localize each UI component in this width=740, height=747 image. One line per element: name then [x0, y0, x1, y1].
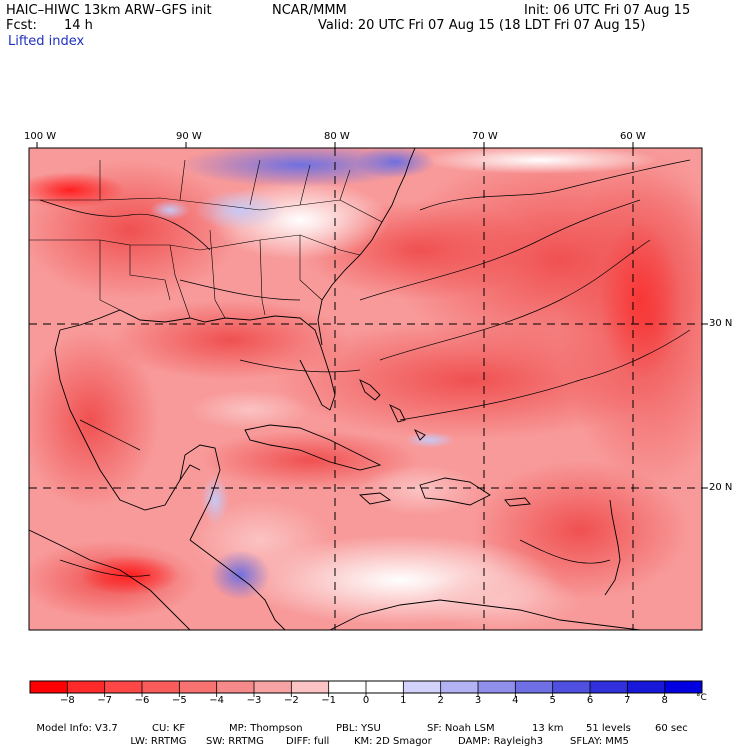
coastlines: [29, 148, 641, 630]
colorbar-label: 4: [512, 695, 519, 706]
map-frame: [28, 147, 703, 631]
lon-label-60w: 60 W: [620, 131, 646, 142]
resolution: 13 km: [532, 723, 564, 734]
colorbar-unit: °C: [696, 693, 707, 703]
pbl-scheme: PBL: YSU: [336, 723, 381, 734]
colorbar-swatch: [216, 681, 255, 693]
diff-scheme: DIFF: full: [286, 736, 330, 747]
colorbar-label: −7: [97, 695, 113, 706]
lon-label-90w: 90 W: [176, 131, 202, 142]
forecast-hour: 14 h: [64, 18, 93, 33]
colorbar-swatch: [291, 681, 329, 693]
colorbar-label: 2: [437, 695, 444, 706]
colorbar-label: −5: [171, 695, 187, 706]
frame-ticks: [36, 142, 708, 489]
colorbar-label: −6: [134, 695, 150, 706]
sf-scheme: SF: Noah LSM: [427, 723, 495, 734]
colorbar-label: 5: [549, 695, 556, 706]
levels: 51 levels: [586, 723, 631, 734]
colorbar-swatch: [590, 681, 628, 693]
colorbar-label: 0: [362, 695, 370, 706]
model-version: Model Info: V3.7: [36, 723, 118, 734]
mp-scheme: MP: Thompson: [229, 723, 303, 734]
colorbar-swatch: [627, 681, 665, 693]
colorbar-label: −8: [59, 695, 75, 706]
init-time: Init: 06 UTC Fri 07 Aug 15: [524, 3, 691, 18]
colorbar-swatch: [328, 681, 367, 693]
field-name: Lifted index: [8, 34, 85, 49]
state-borders: [29, 159, 383, 319]
colorbar-label: 8: [661, 695, 668, 706]
colorbar-label: −4: [209, 695, 225, 706]
colorbar-swatch: [478, 681, 516, 693]
lat-label-20n: 20 N: [709, 482, 733, 493]
colorbar-label: 7: [624, 695, 631, 706]
model-info-line-2: LW: RRTMG SW: RRTMG DIFF: full KM: 2D Smago…: [124, 725, 629, 747]
valid-time: Valid: 20 UTC Fri 07 Aug 15 (18 LDT Fri …: [318, 18, 646, 33]
shaded-field: [29, 148, 702, 630]
lw-scheme: LW: RRTMG: [130, 736, 187, 747]
damp-scheme: DAMP: Rayleigh3: [458, 736, 544, 747]
km-scheme: KM: 2D Smagor: [354, 736, 432, 747]
sw-scheme: SW: RRTMG: [206, 736, 264, 747]
model-title: HAIC–HIWC 13km ARW–GFS init: [6, 3, 212, 18]
colorbar-swatch: [142, 681, 180, 693]
lon-label-80w: 80 W: [324, 131, 350, 142]
colorbar-swatch: [515, 681, 553, 693]
lat-label-30n: 30 N: [709, 318, 733, 329]
colorbar-swatch: [179, 681, 217, 693]
colorbar-label: −1: [321, 695, 337, 706]
model-info-line-1: Model Info: V3.7 CU: KF MP: Thompson PBL: Y…: [30, 712, 687, 734]
lat-lon-grid: [29, 148, 702, 630]
contour-lines: [39, 159, 691, 577]
lon-label-70w: 70 W: [472, 131, 498, 142]
colorbar-swatch: [366, 681, 404, 693]
cu-scheme: CU: KF: [152, 723, 186, 734]
colorbar-swatch: [552, 681, 591, 693]
colorbar-label: 6: [586, 695, 594, 706]
colorbar-label: 3: [474, 695, 482, 706]
forecast-label: Fcst:: [6, 18, 37, 33]
timestep: 60 sec: [655, 723, 688, 734]
colorbar-label: −2: [283, 695, 299, 706]
colorbar-swatch: [254, 681, 292, 693]
org-label: NCAR/MMM: [272, 3, 347, 18]
colorbar-swatch: [67, 681, 105, 693]
colorbar-swatch: [664, 681, 703, 693]
colorbar-swatch: [104, 681, 143, 693]
colorbar-swatch: [403, 681, 441, 693]
sflay-scheme: SFLAY: MM5: [570, 736, 629, 747]
colorbar-label: −3: [246, 695, 262, 706]
colorbar-label: 1: [400, 695, 407, 706]
colorbar-swatch: [30, 681, 68, 693]
colorbar-swatch: [440, 681, 479, 693]
lon-label-100w: 100 W: [24, 131, 57, 142]
